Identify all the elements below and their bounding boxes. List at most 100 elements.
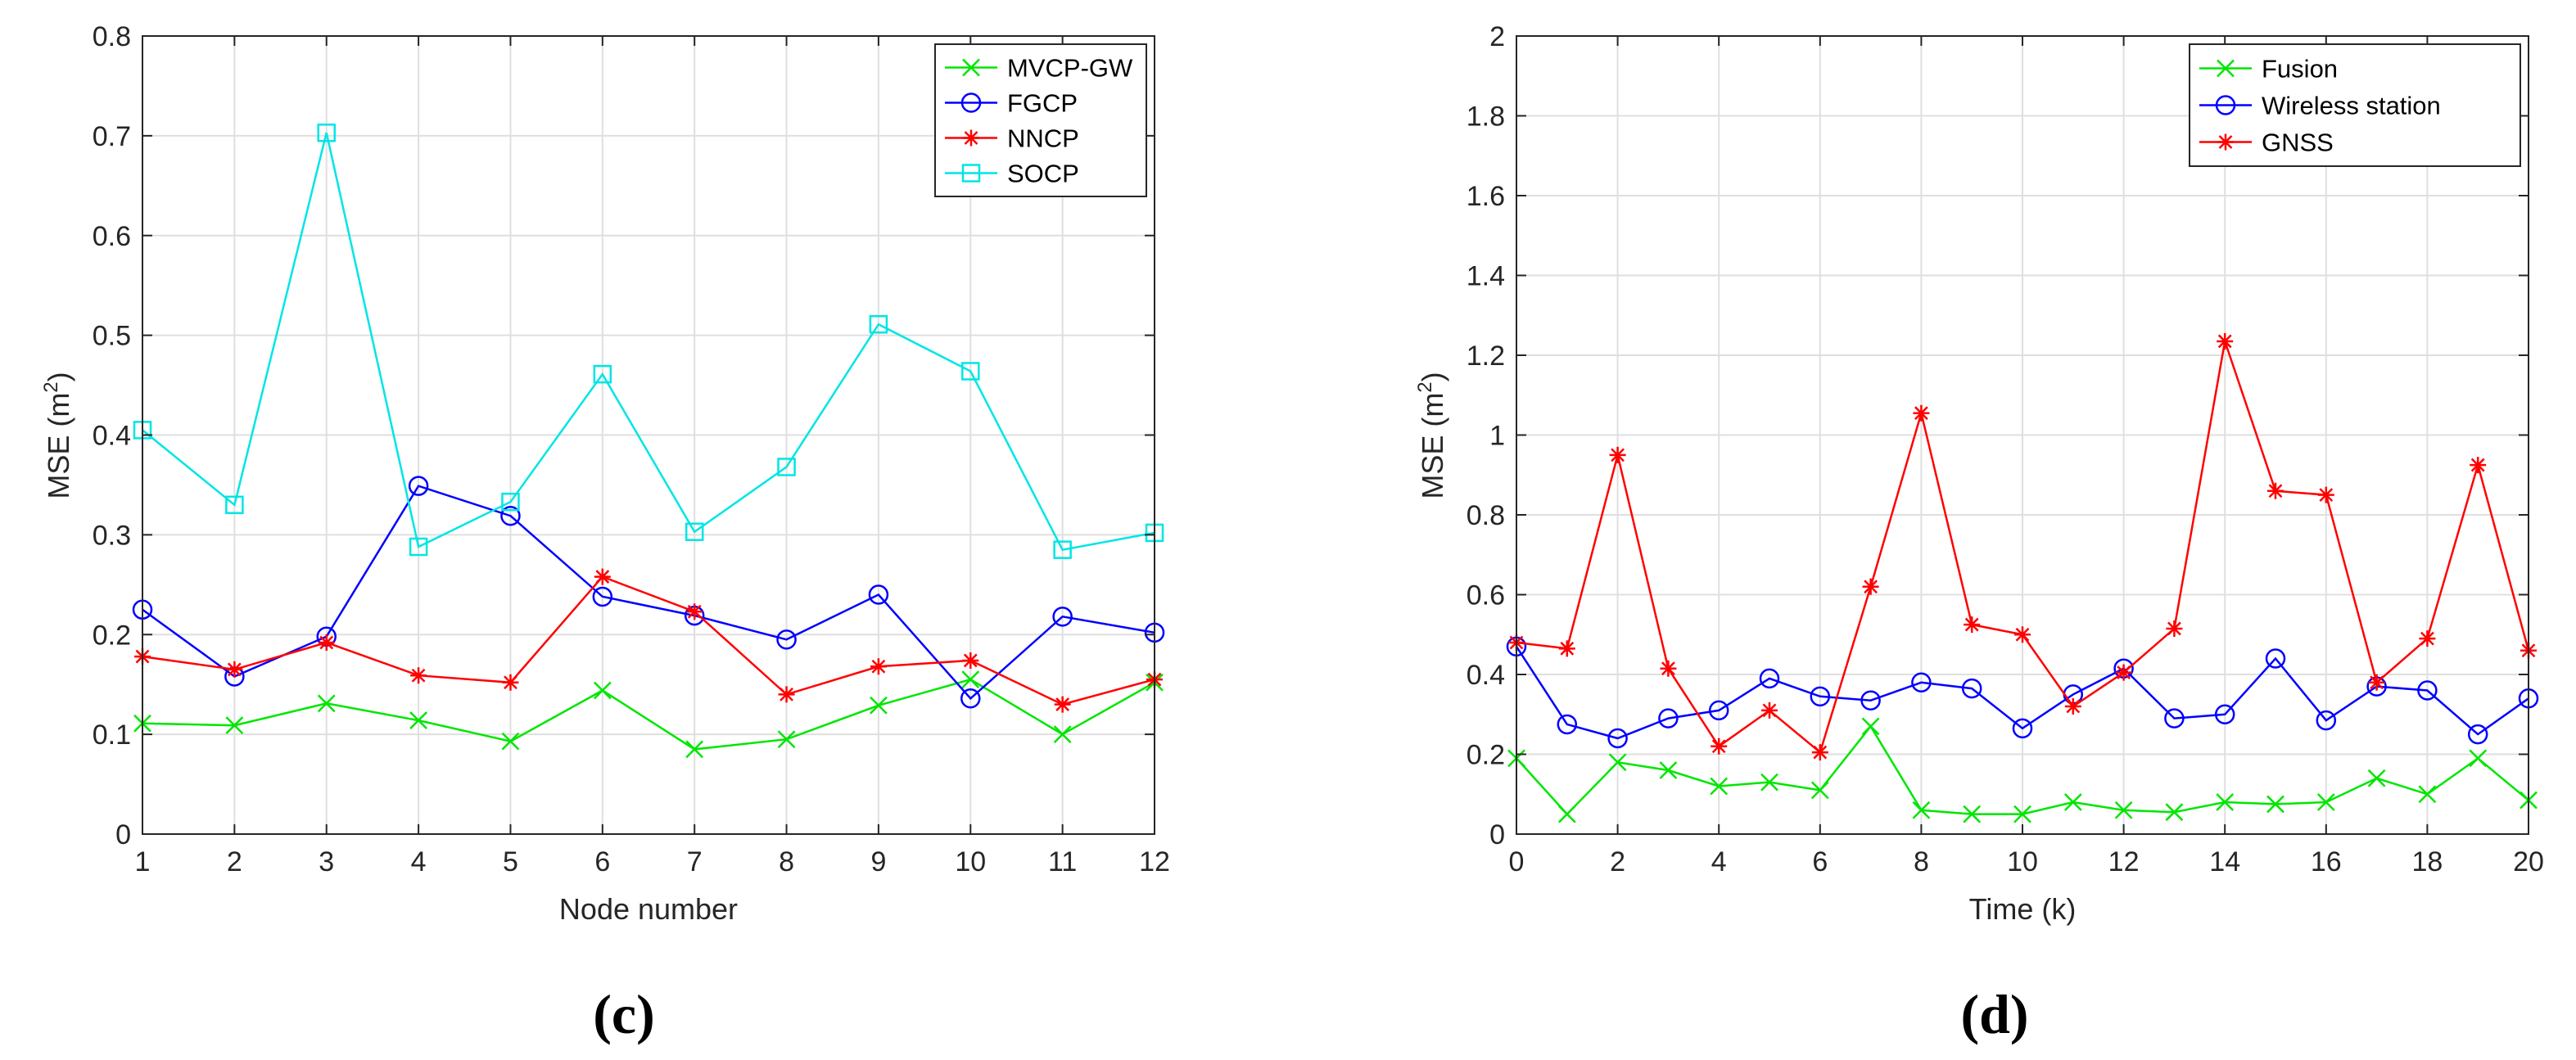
data-point-d-0-19 (2469, 749, 2488, 768)
legend-label-d-1: Wireless station (2262, 92, 2441, 120)
x-tick-label-d-3: 6 (1812, 846, 1828, 877)
data-point-c-0-2 (317, 694, 336, 713)
data-point-d-0-13 (2165, 803, 2184, 822)
data-point-d-1-3 (1658, 708, 1679, 728)
legend-label-c-2: NNCP (1007, 124, 1079, 153)
data-point-d-2-18 (2419, 630, 2436, 647)
y-tick-label-c-8: 0.8 (93, 21, 131, 52)
x-tick-label-c-4: 5 (503, 846, 518, 877)
data-point-c-3-7 (777, 458, 796, 476)
x-tick-label-c-5: 6 (594, 846, 610, 877)
data-point-d-1-7 (1860, 690, 1881, 710)
x-tick-label-d-2: 4 (1711, 846, 1727, 877)
legend-marker-d-2 (2217, 133, 2234, 151)
y-tick-label-c-4: 0.4 (93, 421, 131, 452)
data-point-d-1-13 (2164, 708, 2185, 728)
series-c (132, 123, 1165, 759)
y-ticks-d: 0 0.2 0.4 0.6 0.8 1 1.2 1.4 1.6 1.8 2 (1467, 21, 2529, 850)
series-line-c-fgcp (142, 485, 1155, 701)
x-tick-label-d-0: 0 (1509, 846, 1525, 877)
series-line-c-mvcp-gw (142, 678, 1155, 751)
x-tick-label-d-6: 12 (2108, 846, 2140, 877)
y-tick-label-d-8: 1.6 (1467, 181, 1505, 212)
data-point-c-1-9 (960, 688, 981, 709)
data-point-d-1-9 (1961, 678, 1982, 699)
data-point-d-2-17 (2368, 674, 2385, 691)
data-point-d-2-7 (1862, 578, 1879, 595)
data-point-d-1-6 (1810, 686, 1831, 707)
x-tick-label-c-3: 4 (411, 846, 427, 877)
y-tick-label-d-0: 0 (1489, 819, 1505, 850)
y-axis-label-c: MSE (m2) (40, 372, 75, 498)
data-point-d-2-3 (1660, 660, 1677, 677)
data-point-d-0-7 (1861, 717, 1880, 736)
legend-label-c-1: FGCP (1007, 89, 1078, 118)
x-ticks-d: 0 2 4 6 8 10 12 14 16 18 20 (1509, 36, 2544, 877)
legend-label-d-0: Fusion (2262, 55, 2338, 83)
x-tick-label-c-0: 1 (135, 846, 151, 877)
data-point-d-1-4 (1708, 700, 1729, 721)
data-point-d-1-2 (1607, 728, 1628, 749)
x-tick-label-c-7: 8 (779, 846, 794, 877)
legend-marker-c-0 (962, 58, 980, 77)
data-point-c-2-6 (686, 603, 703, 620)
x-axis-label-c: Node number (559, 892, 738, 926)
legend-marker-c-1 (960, 92, 982, 113)
x-tick-label-c-8: 9 (870, 846, 886, 877)
data-point-d-0-4 (1710, 777, 1729, 796)
data-point-d-2-6 (1811, 744, 1828, 761)
data-point-d-1-19 (2467, 724, 2488, 745)
legend-marker-d-1 (2215, 95, 2236, 115)
data-point-c-0-4 (501, 732, 520, 751)
legend-marker-d-0 (2217, 59, 2235, 78)
data-point-c-2-10 (1054, 696, 1071, 713)
data-point-d-1-14 (2214, 704, 2235, 724)
data-point-c-2-2 (318, 634, 335, 651)
data-point-c-2-4 (502, 674, 519, 691)
data-point-d-0-9 (1963, 805, 1982, 823)
x-tick-label-c-6: 7 (687, 846, 703, 877)
legend-marker-c-3 (961, 164, 981, 183)
y-tick-label-d-7: 1.4 (1467, 261, 1505, 292)
data-point-d-0-14 (2216, 793, 2235, 811)
data-point-c-0-8 (870, 696, 888, 715)
data-point-d-0-17 (2367, 769, 2386, 787)
y-tick-label-c-0: 0 (115, 819, 131, 850)
data-point-c-3-6 (685, 522, 704, 541)
y-tick-label-d-5: 1 (1489, 421, 1505, 452)
data-point-c-3-3 (409, 537, 428, 557)
data-point-c-3-10 (1053, 540, 1072, 559)
data-point-c-2-1 (226, 661, 243, 678)
data-point-c-0-10 (1053, 725, 1072, 744)
series-line-c-socp (142, 132, 1155, 552)
panel-label-d: (d) (1960, 983, 2028, 1045)
y-tick-label-d-9: 1.8 (1467, 101, 1505, 133)
data-point-d-2-12 (2115, 664, 2132, 681)
data-point-d-1-5 (1759, 668, 1780, 689)
y-tick-label-c-2: 0.2 (93, 620, 131, 651)
legend-label-c-3: SOCP (1007, 160, 1079, 188)
data-point-c-2-5 (594, 568, 611, 585)
legend-label-c-0: MVCP-GW (1007, 54, 1133, 83)
legend-c: MVCP-GW FGCP NNCP SOCP (934, 43, 1147, 197)
data-point-d-2-16 (2317, 486, 2334, 503)
y-tick-label-c-5: 0.5 (93, 321, 131, 352)
y-tick-label-d-3: 0.6 (1467, 580, 1505, 611)
legend-marker-c-2 (963, 129, 979, 147)
y-tick-label-c-6: 0.6 (93, 221, 131, 252)
panel-label-c: (c) (593, 983, 654, 1045)
data-point-d-0-11 (2063, 793, 2082, 811)
data-point-d-0-5 (1760, 773, 1778, 792)
y-tick-label-c-7: 0.7 (93, 121, 131, 152)
data-point-c-2-7 (778, 686, 795, 703)
legend-label-d-2: GNSS (2262, 129, 2334, 157)
data-point-d-0-16 (2316, 793, 2335, 811)
data-point-d-2-11 (2064, 698, 2081, 715)
data-point-d-0-1 (1557, 805, 1576, 823)
data-point-d-2-5 (1761, 701, 1778, 719)
y-tick-label-d-6: 1.2 (1467, 341, 1505, 372)
x-tick-label-d-7: 14 (2209, 846, 2240, 877)
data-point-d-1-18 (2417, 680, 2438, 701)
chart-panel-c: 1 2 3 4 5 6 7 8 9 10 11 12 00.10.20.30.40.50.60.70.… (40, 21, 1170, 1045)
x-axis-label-d: Time (k) (1969, 892, 2077, 926)
